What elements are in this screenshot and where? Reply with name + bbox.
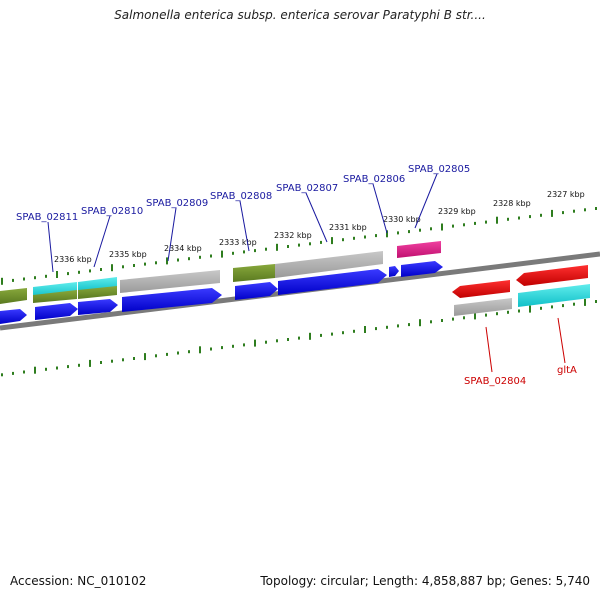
feature-cyan-gltA [518, 284, 590, 307]
gene-label: SPAB_02807 [276, 183, 338, 194]
feature-red-02804 [452, 280, 510, 298]
gene-label: gltA [557, 365, 577, 376]
kbp-label: 2330 kbp [383, 215, 421, 224]
feature-olive-02810 [78, 286, 117, 299]
genome-stats-text: Topology: circular; Length: 4,858,887 bp… [260, 574, 590, 588]
gene-label: SPAB_02811 [16, 212, 78, 223]
kbp-label: 2333 kbp [219, 238, 257, 247]
leader-line-02807 [305, 192, 328, 243]
feature-olive-left [0, 288, 27, 304]
gene-leader-lines-red [485, 317, 566, 373]
kbp-label: 2328 kbp [493, 199, 531, 208]
leader-line-02810 [93, 215, 111, 268]
leader-line-02805 [414, 173, 438, 229]
gene-label: SPAB_02806 [343, 174, 405, 185]
leader-line-02811 [47, 221, 54, 273]
kbp-label: 2332 kbp [274, 231, 312, 240]
cds-arrow-2 [35, 303, 78, 320]
kbp-label: 2329 kbp [438, 207, 476, 216]
feature-red-gltA [516, 265, 588, 286]
forward-cds-arrows [0, 261, 443, 324]
feature-gray-02804 [454, 298, 512, 316]
kbp-label: 2336 kbp [54, 255, 92, 264]
feature-olive-02811 [33, 290, 77, 303]
kbp-labels: 2327 kbp 2328 kbp 2329 kbp 2330 kbp 2331… [54, 190, 585, 264]
kbp-label: 2331 kbp [329, 223, 367, 232]
kbp-label: 2334 kbp [164, 244, 202, 253]
accession-text: Accession: NC_010102 [10, 574, 147, 588]
reverse-strand-features [452, 265, 590, 316]
forward-strand-features [0, 241, 441, 304]
cds-arrow-7 [389, 266, 399, 277]
leader-line-02806 [372, 183, 388, 234]
map-title: Salmonella enterica subsp. enterica sero… [114, 8, 486, 22]
leader-line-02804 [485, 326, 493, 373]
gene-label: SPAB_02804 [464, 376, 526, 387]
cds-arrow-5 [235, 282, 278, 300]
gene-leader-lines [47, 173, 438, 273]
feature-olive-02808 [233, 264, 275, 282]
feature-magenta-02805 [397, 241, 441, 258]
lower-tick-track [1, 298, 597, 377]
cds-arrow-1 [0, 309, 27, 324]
feature-gray-02809 [120, 270, 220, 293]
kbp-label: 2335 kbp [109, 250, 147, 259]
kbp-label: 2327 kbp [547, 190, 585, 199]
gene-label: SPAB_02810 [81, 206, 143, 217]
cds-arrow-8 [401, 261, 443, 277]
gene-label: SPAB_02808 [210, 191, 272, 202]
leader-line-02809 [167, 207, 177, 262]
leader-line-02808 [239, 200, 250, 252]
gene-labels: SPAB_02811 SPAB_02810 SPAB_02809 SPAB_02… [16, 164, 577, 387]
cds-arrow-4 [122, 288, 222, 312]
gene-label: SPAB_02805 [408, 164, 470, 175]
feature-gray-02807 [275, 251, 383, 278]
cds-arrow-3 [78, 299, 118, 315]
gene-label: SPAB_02809 [146, 198, 208, 209]
leader-line-gltA [557, 317, 566, 364]
cds-arrow-6 [278, 269, 387, 295]
